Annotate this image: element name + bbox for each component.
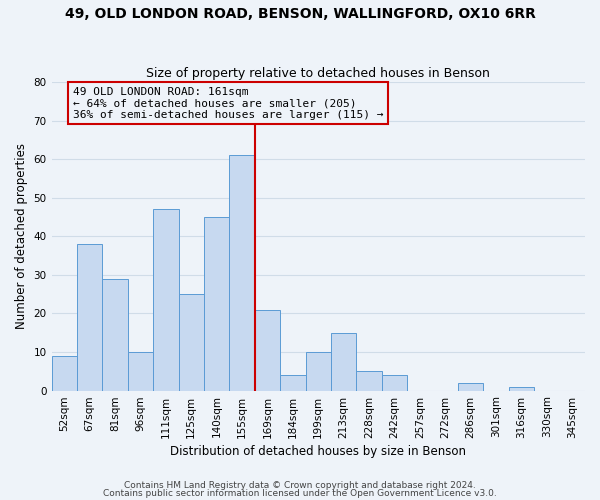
Bar [103,278,128,390]
Text: 49, OLD LONDON ROAD, BENSON, WALLINGFORD, OX10 6RR: 49, OLD LONDON ROAD, BENSON, WALLINGFORD… [65,8,535,22]
Title: Size of property relative to detached houses in Benson: Size of property relative to detached ho… [146,66,490,80]
Bar [280,375,305,390]
Bar [153,210,179,390]
Bar [128,352,153,391]
Text: Contains public sector information licensed under the Open Government Licence v3: Contains public sector information licen… [103,489,497,498]
Bar [255,310,280,390]
Bar [204,217,229,390]
Bar [52,356,77,390]
Bar [331,332,356,390]
Bar [509,386,534,390]
Text: 49 OLD LONDON ROAD: 161sqm
← 64% of detached houses are smaller (205)
36% of sem: 49 OLD LONDON ROAD: 161sqm ← 64% of deta… [73,86,383,120]
Bar [458,383,484,390]
Bar [77,244,103,390]
Bar [382,375,407,390]
Bar [179,294,204,390]
Bar [229,156,255,390]
X-axis label: Distribution of detached houses by size in Benson: Distribution of detached houses by size … [170,444,466,458]
Text: Contains HM Land Registry data © Crown copyright and database right 2024.: Contains HM Land Registry data © Crown c… [124,480,476,490]
Y-axis label: Number of detached properties: Number of detached properties [15,144,28,330]
Bar [305,352,331,391]
Bar [356,372,382,390]
